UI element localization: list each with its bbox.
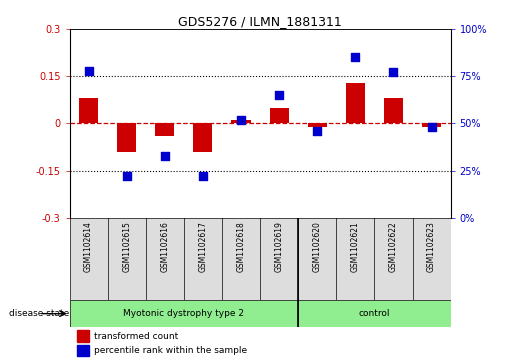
Text: transformed count: transformed count	[94, 331, 179, 340]
Bar	[117, 123, 136, 152]
Point	[237, 117, 245, 123]
Bar	[194, 123, 213, 152]
Text: GSM1102622: GSM1102622	[389, 221, 398, 272]
Bar	[156, 123, 175, 136]
Bar	[384, 98, 403, 123]
Text: GSM1102619: GSM1102619	[274, 221, 284, 272]
Bar	[77, 345, 89, 356]
Text: GSM1102617: GSM1102617	[198, 221, 208, 272]
Point	[84, 68, 93, 73]
Text: GSM1102623: GSM1102623	[427, 221, 436, 272]
Point	[199, 174, 207, 179]
Text: disease state: disease state	[9, 309, 70, 318]
Point	[427, 124, 436, 130]
Text: GSM1102618: GSM1102618	[236, 221, 246, 272]
Text: GSM1102621: GSM1102621	[351, 221, 360, 272]
Bar	[70, 300, 298, 327]
Point	[389, 70, 398, 76]
Bar	[77, 330, 89, 342]
Point	[313, 128, 321, 134]
Bar	[346, 82, 365, 123]
Point	[161, 152, 169, 158]
Title: GDS5276 / ILMN_1881311: GDS5276 / ILMN_1881311	[178, 15, 342, 28]
Text: control: control	[358, 309, 390, 318]
Point	[123, 174, 131, 179]
Bar	[232, 120, 251, 123]
Point	[275, 92, 283, 98]
Text: GSM1102620: GSM1102620	[313, 221, 322, 272]
Point	[351, 54, 359, 60]
Text: GSM1102616: GSM1102616	[160, 221, 169, 272]
Bar	[79, 98, 98, 123]
Bar	[308, 123, 327, 127]
Text: Myotonic dystrophy type 2: Myotonic dystrophy type 2	[124, 309, 244, 318]
Text: GSM1102615: GSM1102615	[122, 221, 131, 272]
Bar	[422, 123, 441, 127]
Bar	[270, 108, 289, 123]
Text: percentile rank within the sample: percentile rank within the sample	[94, 346, 247, 355]
Text: GSM1102614: GSM1102614	[84, 221, 93, 272]
Bar	[298, 300, 451, 327]
